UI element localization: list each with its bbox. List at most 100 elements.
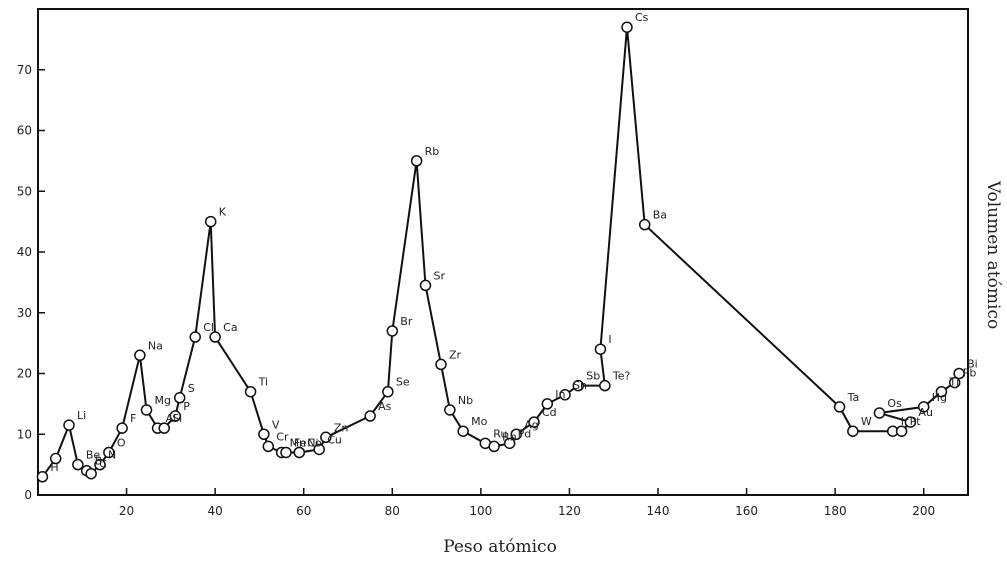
data-point (116, 422, 128, 434)
data-point (103, 446, 115, 459)
y-tick-label: 70 (17, 63, 32, 77)
series-line (41, 27, 961, 478)
point-label: Pt (910, 415, 922, 428)
data-point (457, 425, 469, 437)
data-point (948, 376, 961, 389)
point-label: Os (887, 397, 902, 410)
data-point (382, 385, 394, 398)
data-point (280, 446, 292, 459)
point-label: Na (148, 339, 163, 352)
point-label: Pb (963, 367, 977, 380)
point-label: W (861, 415, 872, 428)
data-point (528, 416, 540, 428)
point-label: Se (396, 376, 410, 389)
point-label: Cs (635, 11, 649, 24)
data-point (258, 428, 270, 440)
point-label: Rb (425, 145, 440, 158)
x-tick-label: 180 (824, 504, 847, 518)
point-label: Hg (932, 391, 947, 404)
point-label: Ag (524, 418, 539, 431)
point-label: B (95, 455, 103, 468)
data-point (873, 407, 886, 419)
data-point (134, 349, 146, 362)
data-point (599, 379, 611, 392)
point-label: Si (172, 412, 182, 425)
data-point (72, 458, 84, 471)
data-point (594, 343, 607, 355)
point-label: Pd (518, 427, 532, 440)
x-tick-label: 60 (296, 504, 311, 518)
point-label: P (183, 400, 190, 413)
point-label: Br (400, 315, 413, 328)
point-label: Ir (901, 415, 909, 428)
point-label: Sb (586, 370, 600, 383)
point-label: H (50, 461, 58, 474)
data-point (559, 389, 571, 401)
data-point (189, 331, 201, 343)
x-tick-label: 140 (647, 504, 670, 518)
point-label: Mo (471, 415, 487, 428)
point-label: C (99, 458, 107, 471)
data-point (541, 398, 554, 410)
data-point (49, 452, 62, 465)
data-point (419, 279, 432, 292)
point-label: Rh (502, 430, 517, 443)
x-axis-title: Peso atómico (443, 537, 557, 557)
point-label: Ni (307, 436, 318, 449)
y-tick-label: 30 (17, 306, 32, 320)
y-tick-label: 50 (17, 184, 32, 198)
data-point (204, 215, 217, 228)
data-point (847, 425, 859, 437)
data-point (293, 446, 306, 459)
y-tick-label: 40 (17, 245, 32, 259)
data-point (410, 155, 423, 167)
point-label: Cr (276, 430, 289, 443)
data-point (917, 401, 930, 413)
x-tick-label: 20 (119, 504, 134, 518)
point-label: Mn (290, 436, 306, 449)
data-point (621, 21, 633, 33)
data-point (488, 440, 500, 453)
point-label: Te? (612, 370, 631, 383)
point-label: Cl (203, 321, 214, 334)
y-tick-label: 0 (24, 488, 32, 502)
point-label: Zr (449, 348, 462, 361)
y-tick-label: 60 (17, 124, 32, 138)
y-tick-label: 20 (17, 367, 32, 381)
y-axis-title: Volumen atómico (983, 180, 1003, 329)
data-point (935, 385, 948, 398)
data-point (173, 392, 186, 404)
point-label: Ti (258, 376, 268, 389)
point-label: Ca (223, 321, 237, 334)
x-tick-label: 40 (208, 504, 223, 518)
point-label: Cu (327, 433, 342, 446)
x-tick-label: 160 (735, 504, 758, 518)
point-label: Sn (573, 379, 587, 392)
point-label: Ba (653, 209, 667, 222)
y-axis-ticks: 0 10 20 30 40 50 60 70 (17, 63, 45, 502)
data-point (953, 367, 965, 380)
point-label: Zn (334, 421, 349, 434)
point-label: K (219, 206, 227, 219)
point-label: V (272, 418, 280, 431)
point-label: O (117, 436, 126, 449)
data-point (638, 218, 651, 231)
x-tick-label: 100 (469, 504, 492, 518)
point-label: Sr (434, 269, 446, 282)
x-tick-label: 200 (912, 504, 935, 518)
x-tick-label: 120 (558, 504, 581, 518)
data-point (895, 425, 908, 437)
data-point (313, 443, 325, 456)
data-point (364, 410, 376, 422)
point-label: Au (918, 406, 933, 419)
point-label: Tl (948, 376, 959, 389)
data-point (244, 385, 257, 398)
data-point (510, 428, 523, 440)
data-point (158, 422, 170, 434)
data-point (140, 404, 153, 416)
point-label: Li (77, 409, 86, 422)
data-point (435, 358, 447, 371)
point-label: Mg (155, 394, 171, 407)
